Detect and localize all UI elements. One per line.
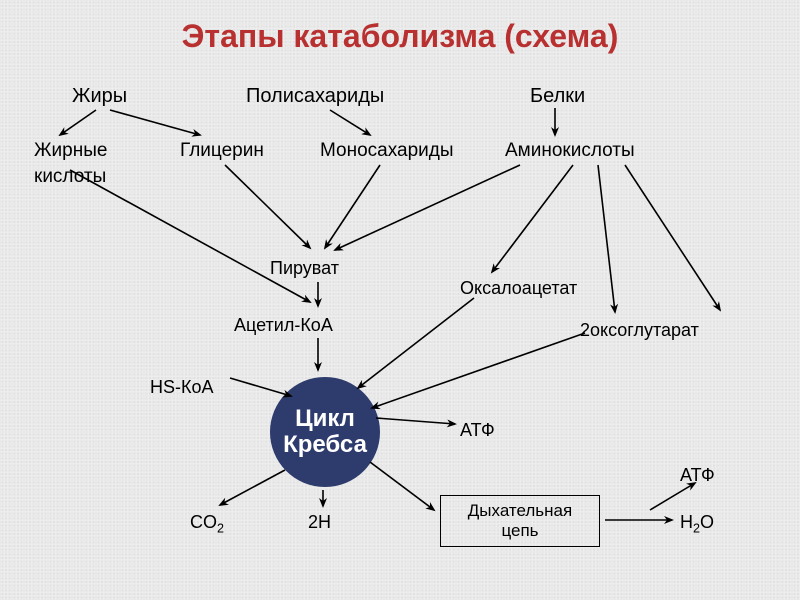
label-fatty-acids-1: Жирные — [34, 140, 107, 162]
label-2h: 2H — [308, 512, 331, 533]
label-h2o: H2O — [680, 512, 714, 536]
label-atf-2: АТФ — [680, 465, 715, 486]
resp-chain-line1: Дыхательная — [468, 501, 572, 521]
label-oxaloacetate: Оксалоацетат — [460, 278, 577, 299]
respiratory-chain-box: Дыхательная цепь — [440, 495, 600, 547]
label-atf-1: АТФ — [460, 420, 495, 441]
krebs-cycle-node: Цикл Кребса — [270, 377, 380, 487]
label-polysaccharides: Полисахариды — [246, 85, 384, 108]
label-zhiry: Жиры — [72, 85, 127, 108]
resp-chain-line2: цепь — [468, 521, 572, 541]
label-aminoacids: Аминокислоты — [505, 140, 635, 162]
label-hskoa: HS-КоА — [150, 377, 214, 398]
label-oxoglutarate: 2оксоглутарат — [580, 320, 699, 341]
krebs-line1: Цикл — [283, 406, 367, 432]
label-glicerin: Глицерин — [180, 140, 264, 162]
label-belki: Белки — [530, 85, 585, 108]
label-monosaccharides: Моносахариды — [320, 140, 454, 162]
krebs-line2: Кребса — [283, 432, 367, 458]
label-fatty-acids-2: кислоты — [34, 166, 106, 188]
page-title: Этапы катаболизма (схема) — [0, 18, 800, 55]
label-co2: CO2 — [190, 512, 224, 536]
label-pyruvate: Пируват — [270, 258, 339, 279]
label-acetylcoa: Ацетил-КоА — [234, 315, 333, 336]
